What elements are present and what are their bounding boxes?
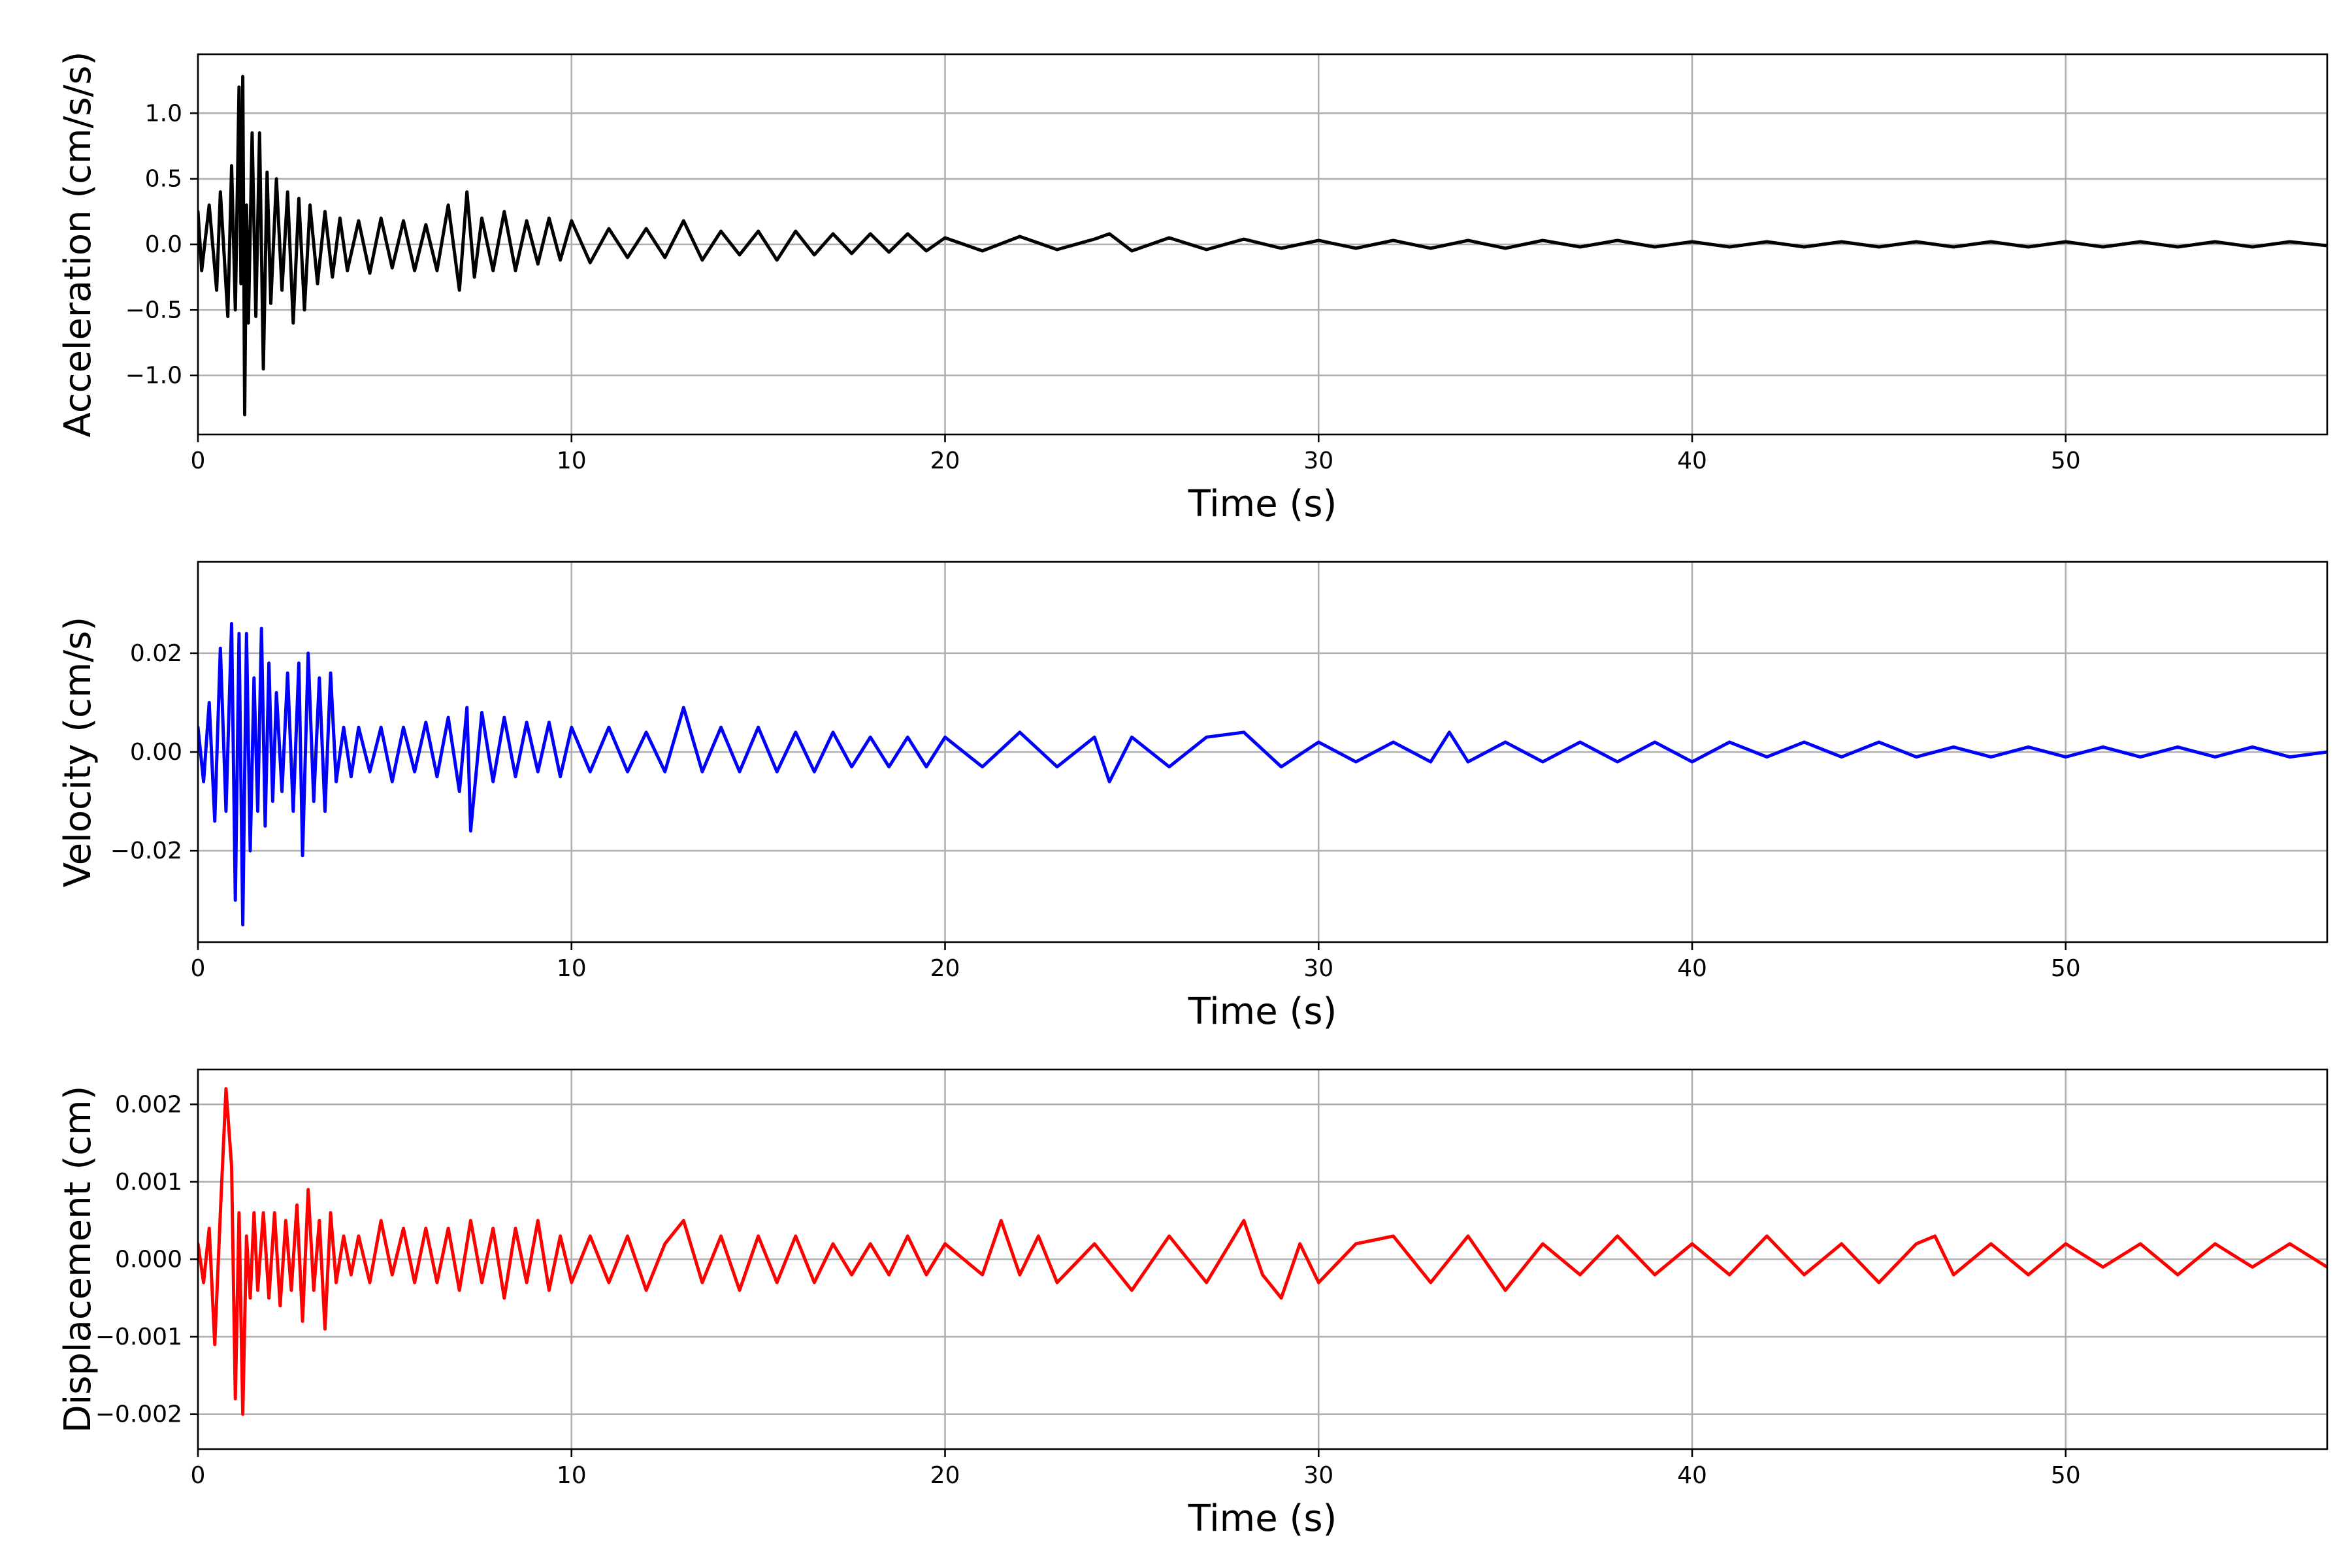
series-line xyxy=(198,1087,2327,1416)
series-line xyxy=(198,74,2327,417)
x-tick-label: 10 xyxy=(557,448,587,474)
x-tick-label: 50 xyxy=(2051,1462,2081,1489)
x-tick-label: 10 xyxy=(557,955,587,982)
x-tick-label: 50 xyxy=(2051,448,2081,474)
y-axis-label: Acceleration (cm/s/s) xyxy=(57,52,99,438)
x-tick-label: 0 xyxy=(191,955,206,982)
y-tick-label: 0.00 xyxy=(130,739,182,766)
y-tick-label: 1.0 xyxy=(145,100,182,127)
y-tick-label: 0.5 xyxy=(145,166,182,193)
y-tick-label: −0.5 xyxy=(125,297,182,323)
y-tick-label: 0.0 xyxy=(145,231,182,258)
x-tick-label: 20 xyxy=(930,955,960,982)
x-tick-label: 20 xyxy=(930,448,960,474)
x-axis-label: Time (s) xyxy=(1188,1497,1337,1540)
chart-panel-3: 0 10 20 30 40 50 −0.002 −0.001 0.000 0.001 0.002 Ti… xyxy=(57,1068,2328,1540)
x-tick-label: 40 xyxy=(1677,448,1707,474)
y-tick-label: −0.02 xyxy=(110,838,182,864)
x-tick-label: 10 xyxy=(557,1462,587,1489)
y-axis-label: Velocity (cm/s) xyxy=(57,617,99,888)
x-tick-label: 30 xyxy=(1303,955,1333,982)
x-tick-label: 30 xyxy=(1303,448,1333,474)
x-tick-label: 0 xyxy=(191,448,206,474)
x-tick-label: 40 xyxy=(1677,1462,1707,1489)
y-tick-label: 0.002 xyxy=(115,1091,182,1118)
x-tick-label: 20 xyxy=(930,1462,960,1489)
x-tick-label: 0 xyxy=(191,1462,206,1489)
x-tick-label: 50 xyxy=(2051,955,2081,982)
x-axis-label: Time (s) xyxy=(1188,990,1337,1033)
y-tick-label: 0.001 xyxy=(115,1169,182,1196)
chart-panel-2: 0 10 20 30 40 50 −0.02 0.00 0.02 Time (s) Velocity… xyxy=(57,561,2328,1033)
y-tick-label: −1.0 xyxy=(125,363,182,389)
series-line xyxy=(198,622,2327,926)
y-tick-label: −0.002 xyxy=(95,1401,182,1428)
y-tick-label: 0.02 xyxy=(130,640,182,667)
y-tick-label: −0.001 xyxy=(95,1324,182,1350)
x-tick-label: 40 xyxy=(1677,955,1707,982)
y-tick-label: 0.000 xyxy=(115,1247,182,1273)
x-axis-label: Time (s) xyxy=(1188,483,1337,525)
y-axis-label: Displacement (cm) xyxy=(57,1086,99,1433)
chart-panel-1: 0 10 20 30 40 50 −1.0 −0.5 0.0 0.5 1.0 Time (s) Acce… xyxy=(57,52,2328,525)
x-tick-label: 30 xyxy=(1303,1462,1333,1489)
